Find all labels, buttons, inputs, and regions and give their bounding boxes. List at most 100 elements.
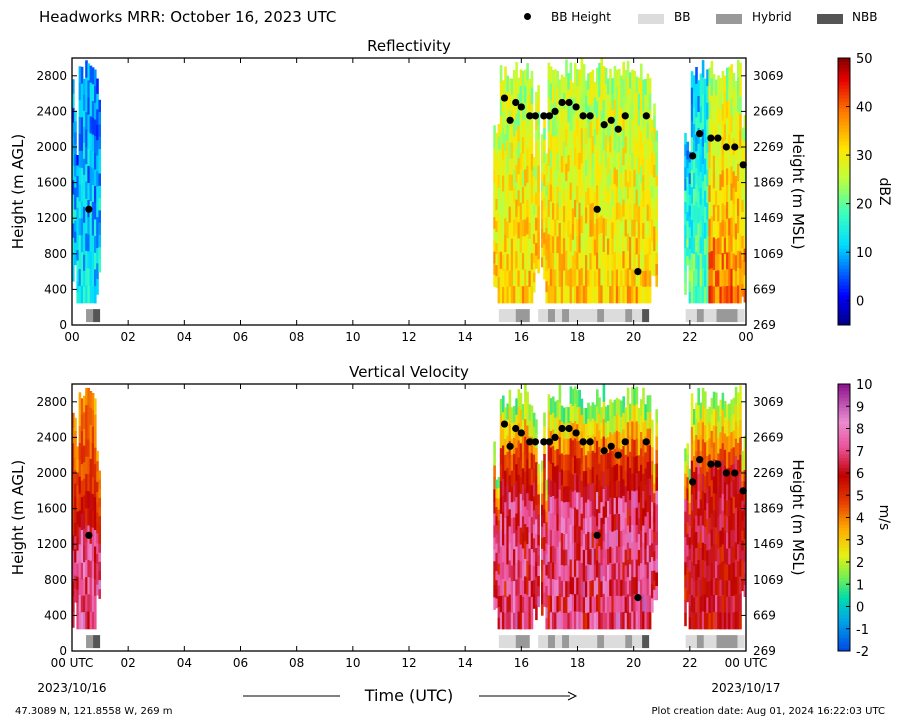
heatmap-cell <box>697 207 700 224</box>
heatmap-cell <box>624 486 628 503</box>
heatmap-cell <box>708 269 711 287</box>
heatmap-cell <box>569 473 573 491</box>
heatmap-cell <box>587 548 590 565</box>
heatmap-cell <box>600 233 603 251</box>
heatmap-cell <box>519 252 523 270</box>
heatmap-cell <box>80 117 84 135</box>
heatmap-cell <box>743 561 746 574</box>
heatmap-cell <box>72 151 75 167</box>
heatmap-cell <box>655 422 658 437</box>
heatmap-cell <box>732 496 736 514</box>
heatmap-cell <box>690 393 694 411</box>
heatmap-cell <box>710 112 714 131</box>
heatmap-cell <box>593 144 597 162</box>
x-tick-label: 22 <box>682 330 697 344</box>
heatmap-cell <box>626 181 630 200</box>
heatmap-cell <box>567 565 570 582</box>
heatmap-cell <box>644 127 647 144</box>
colorbar-step <box>838 490 850 495</box>
heatmap-cell <box>613 268 617 287</box>
heatmap-cell <box>72 443 75 460</box>
heatmap-cell <box>651 252 654 265</box>
heatmap-cell <box>734 286 738 304</box>
heatmap-cell <box>589 596 592 614</box>
heatmap-cell <box>502 112 505 129</box>
heatmap-cell <box>598 562 601 580</box>
heatmap-cell <box>626 268 630 287</box>
nbb-swatch <box>817 14 843 24</box>
heatmap-cell <box>524 471 527 490</box>
heatmap-cell <box>635 594 639 613</box>
heatmap-cell <box>706 424 709 441</box>
heatmap-cell <box>688 594 692 607</box>
heatmap-cell <box>495 265 498 277</box>
heatmap-cell <box>655 490 658 505</box>
heatmap-cell <box>567 549 570 566</box>
heatmap-cell <box>502 255 505 272</box>
heatmap-cell <box>717 286 720 304</box>
heatmap-cell <box>524 558 527 577</box>
colorbar-step <box>838 607 850 612</box>
heatmap-cell <box>726 202 729 220</box>
heatmap-cell <box>517 543 521 561</box>
heatmap-cell <box>517 77 521 95</box>
heatmap-cell <box>547 251 551 269</box>
heatmap-cell <box>741 236 744 249</box>
heatmap-cell <box>686 499 689 512</box>
heatmap-cell <box>567 517 570 535</box>
heatmap-cell <box>589 187 592 205</box>
heatmap-cell <box>701 405 705 423</box>
bb-height-point <box>517 429 525 437</box>
heatmap-cell <box>710 463 714 481</box>
heatmap-cell <box>593 176 597 193</box>
heatmap-cell <box>513 533 516 550</box>
heatmap-cell <box>545 292 548 304</box>
heatmap-cell <box>96 481 99 493</box>
heatmap-cell <box>98 149 101 162</box>
heatmap-cell <box>708 565 711 582</box>
heatmap-cell <box>706 69 709 87</box>
heatmap-cell <box>94 169 97 187</box>
heatmap-cell <box>589 517 592 534</box>
heatmap-cell <box>626 387 630 406</box>
heatmap-cell <box>591 86 595 104</box>
heatmap-cell <box>530 186 534 205</box>
heatmap-cell <box>521 564 525 582</box>
colorbar-step <box>838 184 850 189</box>
heatmap-cell <box>519 152 523 170</box>
heatmap-cell <box>78 595 82 613</box>
heatmap-cell <box>615 562 619 580</box>
heatmap-cell <box>535 230 538 244</box>
colorbar-step <box>838 314 850 319</box>
heatmap-cell <box>629 286 632 304</box>
heatmap-cell <box>537 125 540 140</box>
heatmap-cell <box>743 248 746 263</box>
heatmap-cell <box>493 549 496 562</box>
y2-tick-label: 2669 <box>753 104 784 118</box>
heatmap-cell <box>543 481 546 497</box>
colorbar-step <box>838 524 850 529</box>
heatmap-cell <box>560 172 564 190</box>
heatmap-cell <box>91 527 95 546</box>
heatmap-cell <box>585 439 588 456</box>
heatmap-cell <box>549 496 553 514</box>
heatmap-cell <box>521 87 525 105</box>
heatmap-cell <box>560 453 564 470</box>
heatmap-cell <box>695 252 698 270</box>
heatmap-cell <box>547 427 551 446</box>
heatmap-cell <box>622 147 625 166</box>
colorbar-step <box>838 484 850 488</box>
heatmap-cell <box>547 182 551 201</box>
colorbar-step <box>838 201 850 206</box>
heatmap-cell <box>607 452 610 470</box>
heatmap-cell <box>644 174 647 192</box>
heatmap-cell <box>535 590 538 606</box>
heatmap-cell <box>89 594 93 613</box>
x-tick-label: 00 UTC <box>51 656 94 670</box>
heatmap-cell <box>693 237 696 255</box>
heatmap-cell <box>633 525 636 544</box>
heatmap-cell <box>646 412 650 430</box>
heatmap-cell <box>94 269 97 287</box>
heatmap-cell <box>537 85 540 100</box>
heatmap-cell <box>72 194 75 210</box>
